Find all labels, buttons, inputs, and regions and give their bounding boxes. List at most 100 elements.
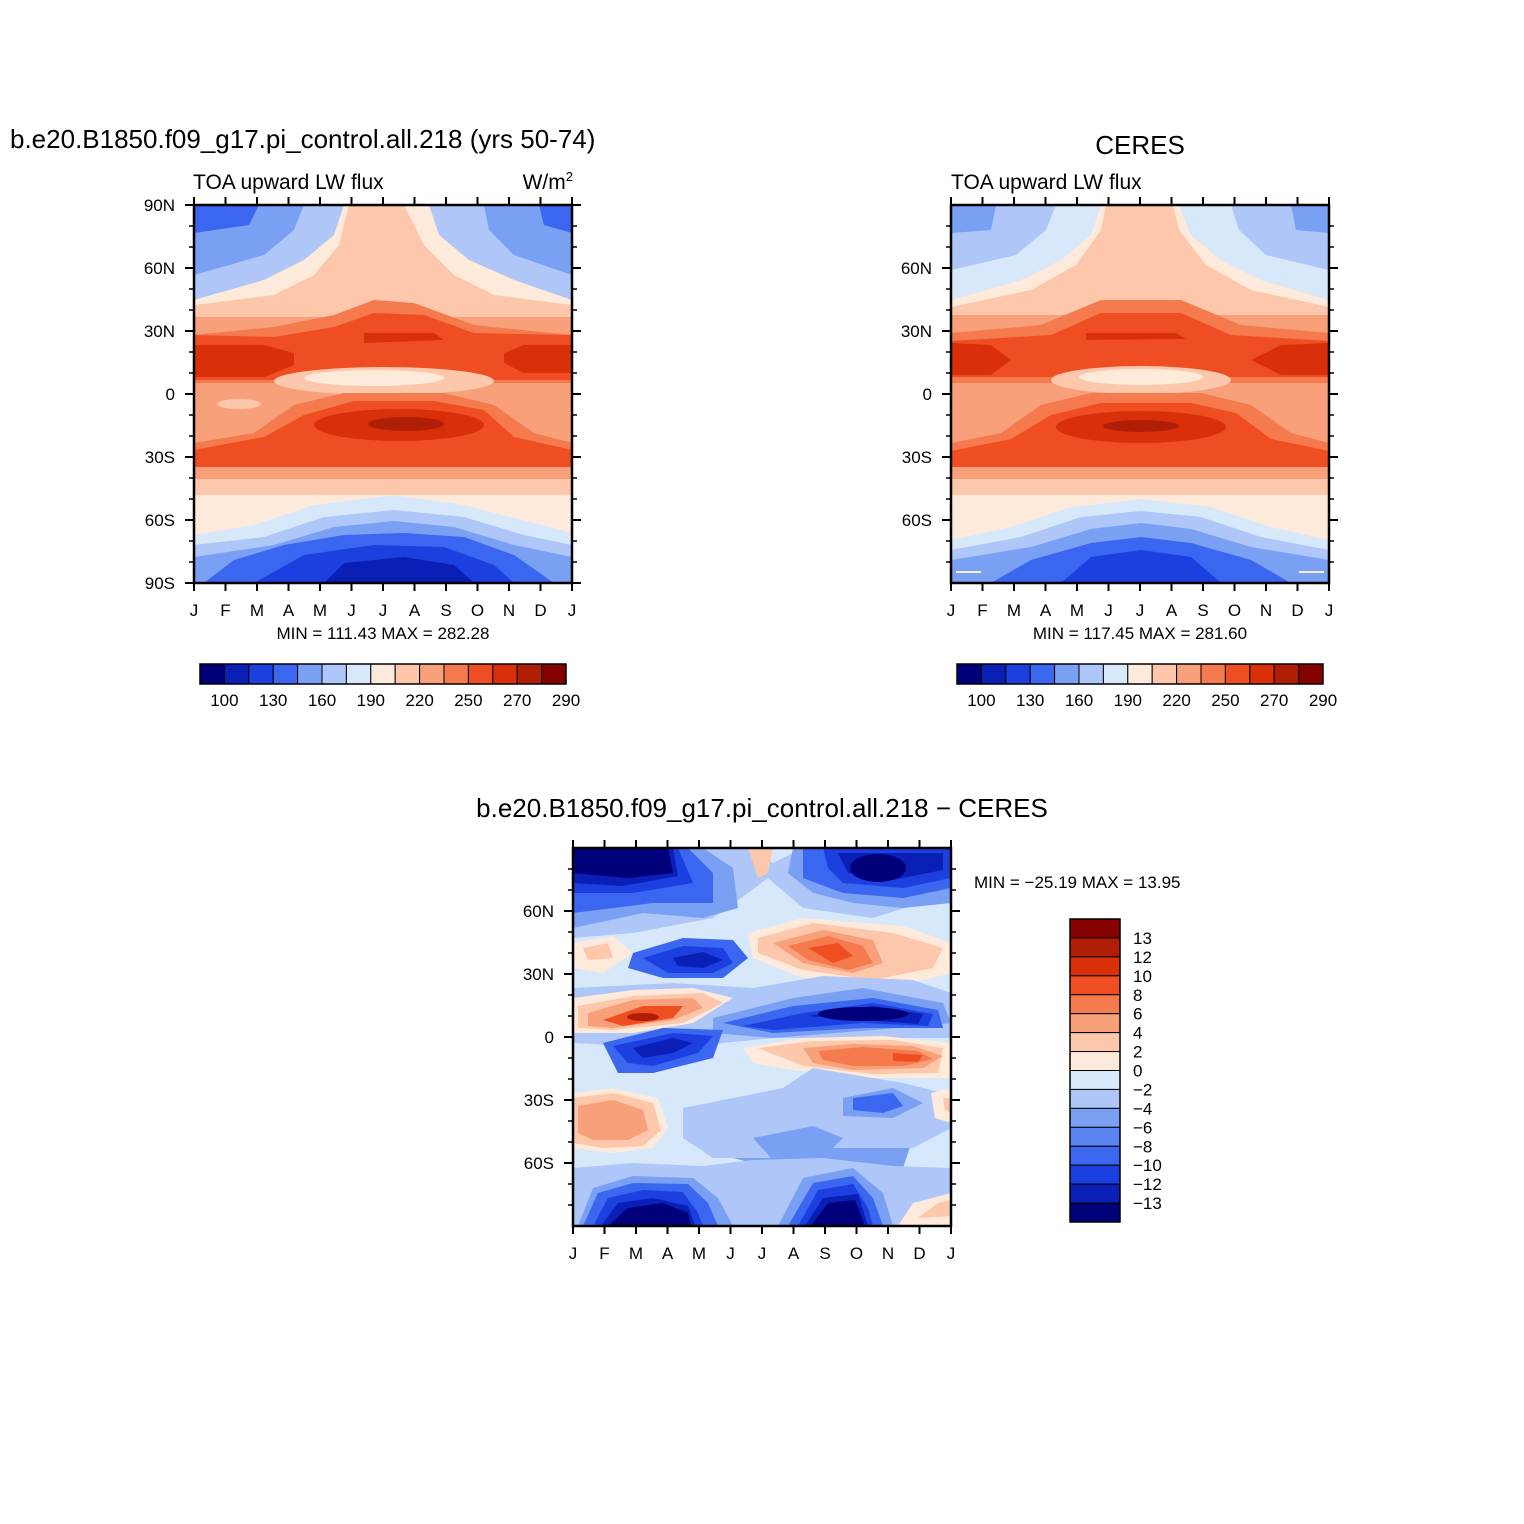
x-tick-label: J	[726, 1244, 735, 1263]
x-tick-label: M	[313, 601, 327, 620]
field-contour	[1291, 205, 1329, 233]
colorbar-label: 4	[1133, 1024, 1142, 1043]
colorbar-label: 220	[1162, 691, 1190, 710]
colorbar-label: −6	[1133, 1118, 1152, 1137]
colorbar-box	[1054, 663, 1080, 685]
colorbar-box	[492, 663, 518, 685]
colorbar-label: 130	[259, 691, 287, 710]
x-tick-label: M	[629, 1244, 643, 1263]
field-band	[951, 479, 1329, 497]
field-contour	[818, 1007, 908, 1021]
y-tick-label: 60S	[145, 511, 175, 530]
colorbar-box	[394, 663, 421, 685]
colorbar-label: −8	[1133, 1137, 1152, 1156]
field-contour	[539, 205, 572, 233]
y-tick-label: 0	[923, 385, 932, 404]
x-tick-label: S	[440, 601, 451, 620]
colorbar-label: 250	[1211, 691, 1239, 710]
colorbar-box	[1069, 1088, 1121, 1109]
y-tick-label: 30S	[145, 448, 175, 467]
colorbar-label: 290	[1309, 691, 1337, 710]
colorbar-box	[980, 663, 1007, 685]
colorbar-outline	[199, 663, 567, 685]
panel-diff: b.e20.B1850.f09_g17.pi_control.all.218 −…	[476, 793, 1180, 1263]
x-tick-label: J	[347, 601, 356, 620]
field-contour	[194, 205, 259, 233]
colorbar-box	[1069, 1126, 1121, 1147]
colorbar-label: 12	[1133, 948, 1152, 967]
panel-model-units-base: W/m	[523, 171, 566, 194]
x-tick-label: J	[758, 1244, 767, 1263]
x-tick-label: A	[409, 601, 421, 620]
colorbar-box	[1069, 918, 1121, 939]
y-tick-label: 0	[545, 1028, 554, 1047]
field-contour	[753, 1126, 843, 1160]
colorbar-box	[1029, 663, 1056, 685]
x-tick-label: J	[947, 1244, 956, 1263]
x-tick-label: F	[599, 1244, 609, 1263]
field-contour	[850, 854, 906, 882]
colorbar-box	[1249, 663, 1275, 685]
y-tick-label: 0	[166, 385, 175, 404]
colorbar-box	[419, 663, 445, 685]
colorbar-label: 6	[1133, 1005, 1142, 1024]
field-contour	[217, 399, 261, 409]
colorbar-box	[467, 663, 494, 685]
colorbar-box	[1069, 1164, 1121, 1185]
field-contour	[1251, 343, 1329, 375]
colorbar-box	[1298, 663, 1324, 685]
field-contour	[931, 1088, 951, 1123]
x-tick-label: D	[913, 1244, 925, 1263]
colorbar-label: 160	[1065, 691, 1093, 710]
colorbar-label: 270	[503, 691, 531, 710]
y-tick-label: 30N	[523, 965, 554, 984]
x-tick-label: O	[1228, 601, 1241, 620]
y-tick-label: 60N	[523, 902, 554, 921]
y-tick-label: 60S	[902, 511, 932, 530]
panel-model-units: W/m2	[523, 169, 573, 194]
x-tick-label: J	[379, 601, 388, 620]
colorbar-box	[1273, 663, 1300, 685]
field-contour	[893, 1053, 923, 1062]
colorbar-label: 270	[1260, 691, 1288, 710]
field-contour	[324, 557, 474, 583]
x-tick-label: J	[190, 601, 199, 620]
y-tick-label: 60N	[144, 259, 175, 278]
panel-model-units-sup: 2	[566, 169, 573, 184]
x-tick-label: A	[283, 601, 295, 620]
field-contour	[673, 952, 723, 968]
colorbar-box	[516, 663, 543, 685]
field-contour	[504, 345, 572, 373]
x-tick-label: F	[977, 601, 987, 620]
colorbar-box	[321, 663, 347, 685]
colorbar-label: −4	[1133, 1099, 1152, 1118]
field-contour	[898, 1193, 951, 1226]
field-contour	[943, 1098, 951, 1113]
panel-ceres-field	[951, 205, 1329, 583]
x-tick-label: N	[882, 1244, 894, 1263]
colorbar-box	[1078, 663, 1104, 685]
x-tick-label: M	[692, 1244, 706, 1263]
panel-diff-minmax: MIN = −25.19 MAX = 13.95	[974, 873, 1180, 892]
x-tick-label: M	[1070, 601, 1084, 620]
panel-model-minmax: MIN = 111.43 MAX = 282.28	[277, 624, 490, 643]
colorbar-box	[297, 663, 323, 685]
colorbar-outline	[1069, 918, 1121, 1223]
colorbar-label: 190	[357, 691, 385, 710]
x-tick-label: N	[1260, 601, 1272, 620]
colorbar-box	[1069, 1107, 1121, 1128]
colorbar-box	[1069, 1145, 1121, 1166]
colorbar-box	[1069, 1051, 1121, 1071]
field-contour	[811, 1200, 865, 1226]
x-tick-label: O	[850, 1244, 863, 1263]
field-contour	[1079, 369, 1203, 385]
colorbar-box	[443, 663, 469, 685]
y-tick-label: 90S	[145, 574, 175, 593]
x-tick-label: J	[1104, 601, 1113, 620]
colorbar-label: −13	[1133, 1194, 1162, 1213]
colorbar-outline	[956, 663, 1324, 685]
panel-model: b.e20.B1850.f09_g17.pi_control.all.218 (…	[10, 124, 595, 710]
field-contour	[627, 1013, 659, 1021]
y-tick-label: 30N	[901, 322, 932, 341]
